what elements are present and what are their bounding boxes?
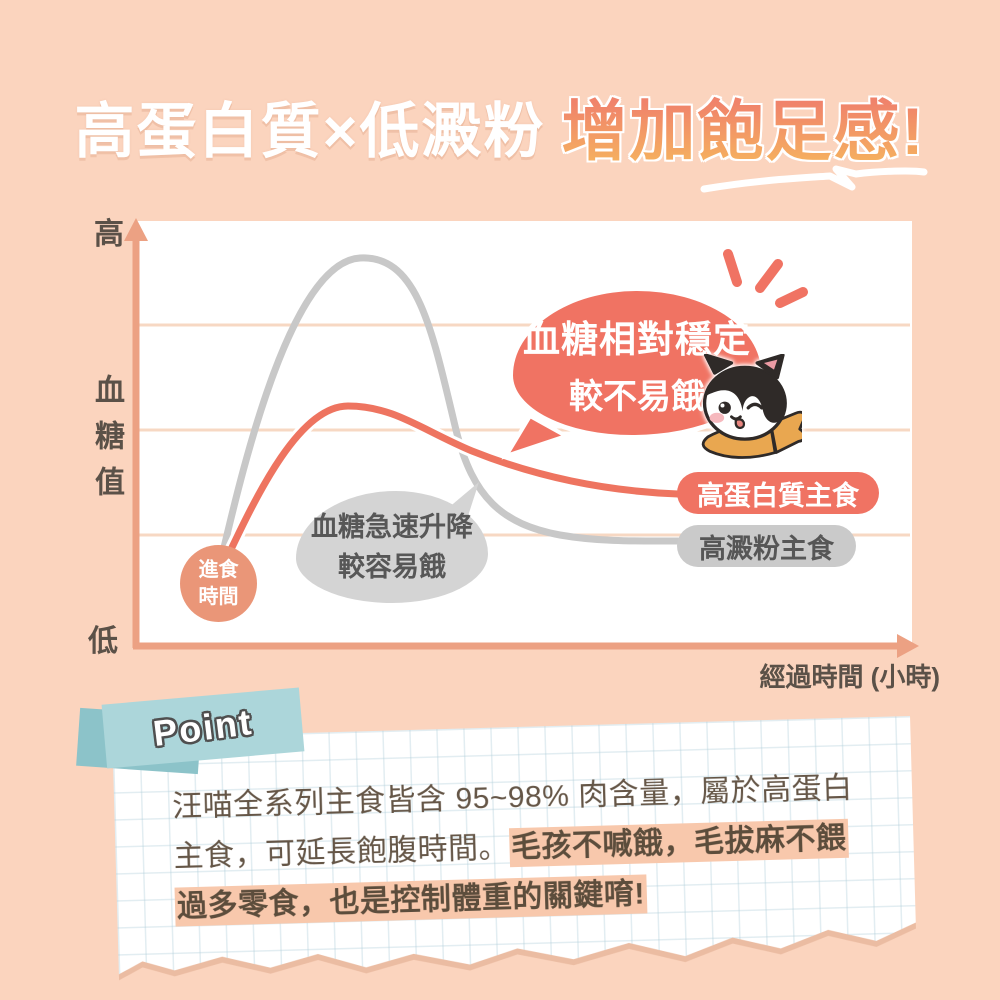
point-tag-label: Point bbox=[150, 701, 256, 754]
underline-squiggle-icon bbox=[700, 165, 928, 193]
legend-starch-pill: 高澱粉主食 bbox=[677, 525, 856, 567]
y-axis-title: 血糖值 bbox=[90, 374, 123, 512]
title-main-text: 高蛋白質×低澱粉 bbox=[74, 97, 546, 165]
x-axis-title: 經過時間 (小時) bbox=[759, 662, 940, 692]
note-line2-normal: 主食，可延長飽腹時間。 bbox=[173, 831, 510, 874]
legend-protein-label: 高蛋白質主食 bbox=[697, 480, 859, 511]
title-accent-text: 增加飽足感! bbox=[561, 94, 926, 168]
feeding-time-badge: 進食 時間 bbox=[180, 545, 257, 622]
cat-mascot-icon bbox=[701, 354, 802, 459]
y-axis-bottom-label: 低 bbox=[88, 625, 118, 658]
starch-bubble-line2: 較容易餓 bbox=[338, 552, 446, 582]
legend-starch-label: 高澱粉主食 bbox=[699, 533, 834, 564]
title-accent-wrap: 增加飽足感! bbox=[561, 78, 928, 193]
starch-bubble-line1: 血糖急速升降 bbox=[311, 511, 473, 542]
y-axis-top-label: 高 bbox=[94, 218, 124, 251]
feeding-time-line1: 進食 bbox=[198, 559, 239, 582]
page-title: 高蛋白質×低澱粉 增加飽足感! bbox=[0, 78, 1000, 193]
note-line3-highlight: 過多零食，也是控制體重的關鍵唷! bbox=[175, 874, 648, 926]
legend-protein-pill: 高蛋白質主食 bbox=[677, 472, 879, 514]
feeding-time-line2: 時間 bbox=[198, 585, 239, 608]
note-line2-highlight: 毛孩不喊餓，毛拔麻不餵 bbox=[508, 819, 848, 867]
starch-speech-bubble: 血糖急速升降 較容易餓 bbox=[296, 491, 488, 603]
